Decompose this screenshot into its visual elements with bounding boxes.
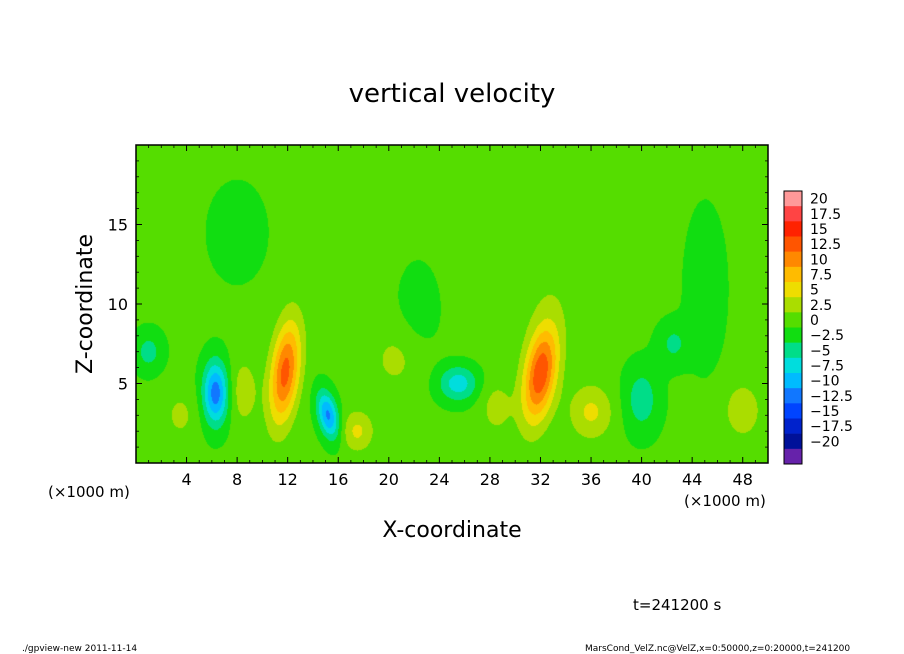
colorbar-label: −20	[810, 434, 840, 450]
colorbar-label: −12.5	[810, 389, 853, 405]
x-tick-label: 24	[429, 470, 449, 489]
colorbar-label: 17.5	[810, 207, 841, 223]
colorbar-swatch	[784, 327, 802, 343]
x-axis: 4 8 12 16 20 24 28 32 36 40 44 48	[148, 145, 756, 489]
x-axis-label: X-coordinate	[382, 518, 521, 543]
colorbar-swatch	[784, 191, 802, 207]
x-tick-label: 44	[682, 470, 702, 489]
x-unit-label-right: (×1000 m)	[684, 492, 766, 510]
colorbar-swatch	[784, 388, 802, 404]
chart-title: vertical velocity	[349, 79, 556, 109]
x-unit-label-left: (×1000 m)	[48, 483, 130, 501]
colorbar-swatch	[784, 403, 802, 419]
x-tick-label: 20	[379, 470, 399, 489]
colorbar-label: 5	[810, 283, 819, 299]
colorbar-label: −5	[810, 343, 831, 359]
colorbar-swatch	[784, 448, 802, 465]
y-tick-label: 15	[108, 216, 128, 235]
y-axis: 5 10 15	[108, 160, 768, 448]
time-label: t=241200 s	[633, 596, 721, 614]
heatmap-field	[136, 145, 768, 463]
colorbar-label: −17.5	[810, 419, 853, 435]
colorbar-swatch	[784, 433, 802, 450]
colorbar-label: 12.5	[810, 237, 841, 253]
x-tick-label: 48	[733, 470, 753, 489]
x-tick-label: 12	[278, 470, 298, 489]
colorbar-swatch	[784, 297, 802, 313]
colorbar-label: −10	[810, 374, 840, 390]
colorbar-swatch	[784, 236, 802, 252]
colorbar-label: −2.5	[810, 328, 844, 344]
y-tick-label: 5	[118, 375, 128, 394]
colorbar-label: 15	[810, 222, 828, 238]
colorbar-label: 20	[810, 192, 828, 208]
footer-left: ./gpview-new 2011-11-14	[22, 644, 137, 654]
colorbar-swatch	[784, 206, 802, 222]
colorbar: 2017.51512.5107.552.50−2.5−5−7.5−10−12.5…	[783, 190, 853, 465]
colorbar-label: 0	[810, 313, 819, 329]
y-axis-label: Z-coordinate	[73, 234, 98, 374]
colorbar-swatch	[784, 282, 802, 298]
x-tick-label: 16	[328, 470, 348, 489]
colorbar-label: −15	[810, 404, 840, 420]
x-tick-label: 40	[631, 470, 651, 489]
x-tick-label: 36	[581, 470, 601, 489]
x-tick-label: 28	[480, 470, 500, 489]
colorbar-label: 10	[810, 252, 828, 268]
colorbar-swatch	[784, 221, 802, 237]
colorbar-label: 7.5	[810, 267, 832, 283]
colorbar-swatch	[784, 357, 802, 374]
colorbar-swatch	[784, 266, 802, 283]
y-tick-label: 10	[108, 295, 128, 314]
footer-right: MarsCond_VelZ.nc@VelZ,x=0:50000,z=0:2000…	[585, 644, 850, 654]
x-tick-label: 8	[232, 470, 242, 489]
x-tick-label: 32	[530, 470, 550, 489]
colorbar-swatch	[784, 418, 802, 434]
colorbar-label: −7.5	[810, 358, 844, 374]
colorbar-frame	[783, 190, 803, 465]
colorbar-label: 2.5	[810, 298, 832, 314]
colorbar-swatch	[784, 373, 802, 389]
colorbar-swatch	[784, 251, 802, 268]
x-tick-label: 4	[181, 470, 191, 489]
heatmap-canvas	[136, 145, 768, 463]
colorbar-swatch	[784, 342, 802, 359]
colorbar-swatch	[784, 312, 802, 328]
